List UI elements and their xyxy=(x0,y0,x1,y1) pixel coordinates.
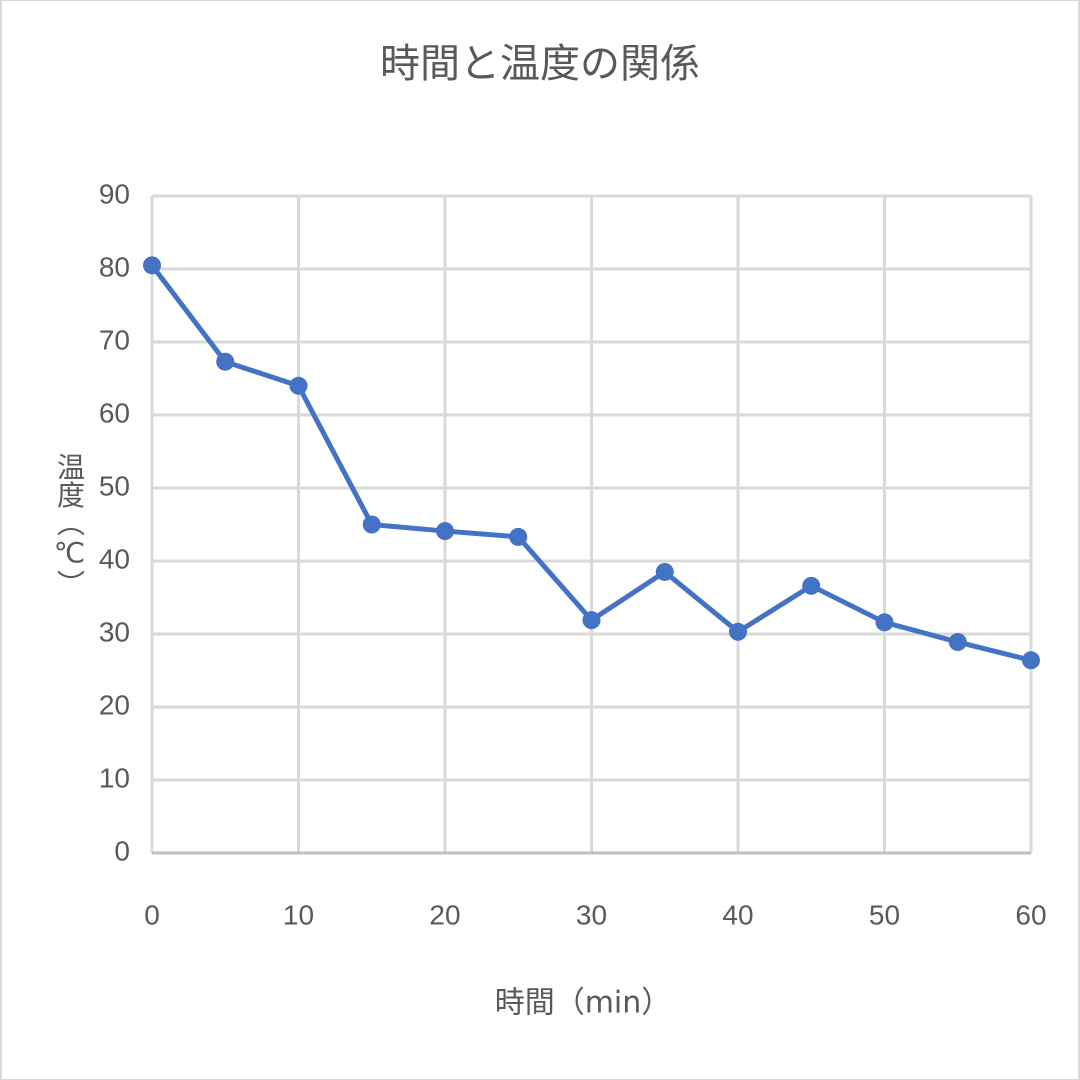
data-point xyxy=(655,562,674,581)
data-point xyxy=(582,611,601,630)
y-tick-label: 80 xyxy=(99,251,130,282)
x-tick-label: 50 xyxy=(869,899,900,930)
y-tick-label: 0 xyxy=(114,835,130,866)
data-point xyxy=(362,515,381,534)
x-axis-label: 時間（min） xyxy=(495,986,672,1021)
y-tick-label: 70 xyxy=(99,324,130,355)
y-axis-label: 温度（℃） xyxy=(53,453,86,598)
data-point xyxy=(729,622,747,641)
data-point xyxy=(143,256,161,275)
data-point xyxy=(1022,651,1040,670)
y-tick-label: 50 xyxy=(99,470,130,501)
y-tick-label: 90 xyxy=(99,178,130,209)
data-point xyxy=(289,376,308,395)
x-tick-label: 40 xyxy=(722,899,753,930)
x-tick-label: 20 xyxy=(429,899,460,930)
x-tick-label: 60 xyxy=(1015,899,1046,930)
data-point xyxy=(802,576,821,595)
data-point xyxy=(875,613,894,632)
data-point xyxy=(948,633,967,652)
x-tick-label: 0 xyxy=(144,899,160,930)
data-point xyxy=(509,527,528,546)
y-tick-label: 20 xyxy=(99,689,130,720)
y-tick-label: 40 xyxy=(99,543,130,574)
y-tick-label: 10 xyxy=(99,762,130,793)
y-tick-label: 60 xyxy=(99,397,130,428)
data-point xyxy=(436,522,454,541)
y-tick-label: 30 xyxy=(99,616,130,647)
data-point xyxy=(216,352,235,371)
x-tick-label: 30 xyxy=(576,899,607,930)
x-tick-label: 10 xyxy=(283,899,314,930)
chart-title: 時間と温度の関係 xyxy=(380,41,700,87)
